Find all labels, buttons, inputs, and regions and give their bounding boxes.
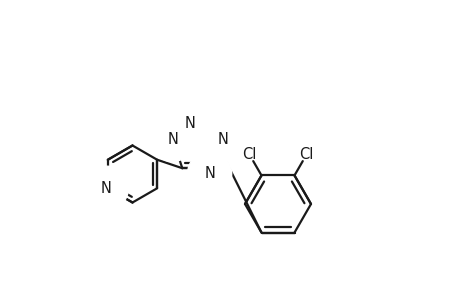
Text: N: N [184, 116, 195, 131]
Text: Cl: Cl [299, 147, 313, 162]
Text: Cl: Cl [242, 147, 256, 162]
Circle shape [201, 117, 245, 161]
Text: N: N [167, 132, 178, 147]
Circle shape [84, 166, 128, 210]
Circle shape [168, 101, 212, 146]
Circle shape [187, 152, 231, 196]
Text: N: N [101, 181, 112, 196]
Text: N: N [218, 132, 229, 147]
Circle shape [150, 117, 194, 161]
Text: N: N [204, 166, 215, 181]
